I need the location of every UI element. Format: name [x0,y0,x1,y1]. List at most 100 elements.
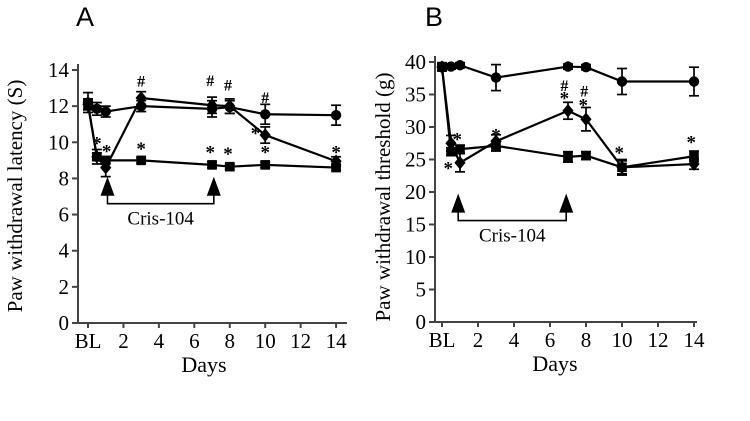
data-point-circle [490,72,502,83]
x-tick-label: 14 [684,328,706,352]
x-tick-label: 4 [509,328,520,352]
y-tick-label: 12 [48,94,69,118]
data-point-square [83,99,93,110]
y-axis-title: Paw withdrawal threshold (g) [375,72,395,321]
data-point-circle [580,61,592,73]
annotation-hash: # [137,74,145,91]
panel-a-letter: A [76,2,95,32]
data-point-square [207,160,217,170]
treatment-marker: Cris-104 [100,176,221,230]
annotation-asterisk: * [251,123,261,144]
data-point-diamond [100,160,112,175]
data-point-circle [330,109,342,121]
x-tick-label: 14 [326,329,348,353]
data-point-circle [688,76,700,87]
treatment-bracket [457,210,567,222]
x-tick-label: 8 [581,328,592,352]
data-point-diamond [259,128,271,142]
y-tick-label: 25 [405,148,426,172]
x-tick-label: 4 [154,329,165,353]
y-tick-label: 10 [405,245,426,269]
y-tick-label: 10 [48,130,69,154]
x-axis-title: Days [181,352,226,377]
y-tick-label: 0 [416,310,427,334]
annotation-asterisk: * [453,129,463,150]
x-tick-label: 10 [255,329,276,353]
treatment-bracket [106,193,215,205]
y-tick-label: 6 [59,203,70,227]
y-tick-label: 2 [59,275,70,299]
annotation-asterisk: * [331,142,341,163]
data-point-square [260,160,270,170]
annotation-asterisk: * [223,144,233,165]
data-point-square [331,162,341,173]
y-tick-label: 40 [405,50,426,74]
annotation-asterisk: * [615,143,625,164]
data-point-square [224,161,235,172]
data-point-square [563,152,573,162]
axes [72,64,347,328]
annotation-asterisk: * [444,159,454,180]
annotations: # #**** ** * [444,78,697,180]
y-tick-label: 5 [416,278,427,302]
data-point-circle [91,103,103,115]
y-tick-label: 35 [405,83,426,107]
annotation-hash: # [261,90,269,107]
annotation-asterisk: * [579,96,589,117]
y-axis-title: Paw withdrawal latency (S) [3,80,27,313]
data-point-diamond [580,112,592,126]
injection-arrow [451,193,466,213]
annotation-asterisk: * [136,139,146,160]
data-point-circle [100,106,111,117]
data-point-diamond [206,98,218,113]
injection-arrow [559,193,574,213]
y-tick-label: 0 [59,311,70,335]
annotations: # # ##* * * * *** * [92,73,341,165]
y-tick-label: 20 [405,180,426,204]
annotation-asterisk: * [92,133,102,154]
axes [429,56,697,327]
x-tick-label: BL [429,328,456,352]
x-tick-label: 10 [612,328,633,352]
annotation-asterisk: * [560,88,570,109]
series-filled-circle [436,60,700,87]
data-point-square [617,162,627,173]
data-point-diamond [224,99,236,113]
y-tick-label: 30 [405,115,426,139]
annotation-hash: # [580,83,588,100]
data-point-diamond [562,103,574,118]
treatment-label: Cris-104 [479,225,546,246]
annotation-hash: # [206,73,214,90]
y-tick-label: 4 [59,239,70,263]
panel-b-letter: B [425,2,444,32]
y-tick-label: 8 [59,166,70,190]
x-tick-label: 6 [545,328,556,352]
data-point-circle [445,61,457,72]
series-filled-square [437,62,699,173]
x-tick-label: BL [75,329,102,353]
data-point-diamond [454,155,466,170]
annotation-hash: # [224,77,232,94]
data-point-diamond [135,91,147,105]
data-point-square [446,146,456,157]
x-tick-label: 12 [648,328,669,352]
data-point-circle [260,109,271,120]
data-point-circle [562,61,574,72]
x-tick-label: 2 [118,329,129,353]
data-point-square [689,151,699,162]
injection-arrow [100,176,115,196]
data-point-square [491,141,501,151]
injection-arrow [206,176,221,196]
y-tick-label: 15 [405,213,426,237]
data-point-square [100,155,111,166]
annotation-asterisk: * [102,142,112,163]
x-tick-label: 2 [473,328,484,352]
panel-b-chart: 0 5 10 15 20 25 30 35 40 BL 2 4 6 8 10 12 14 Days Paw with… [375,50,706,376]
data-point-circle [454,60,466,71]
annotation-hash: # [560,78,568,95]
annotation-asterisk: * [260,142,270,163]
x-axis-title: Days [532,351,577,376]
data-point-circle [616,76,628,87]
